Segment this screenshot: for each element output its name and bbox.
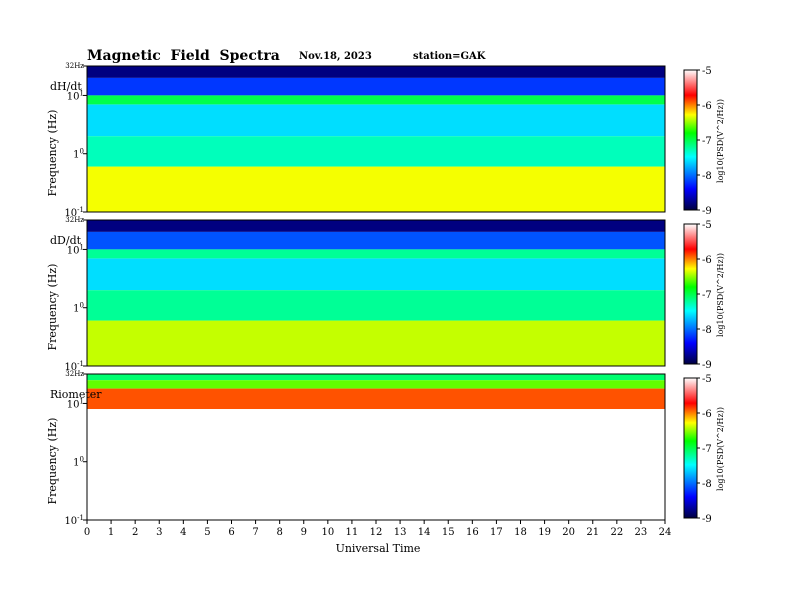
colorbar-tick-label: -6 <box>702 409 712 420</box>
colorbar-tick-label: -8 <box>702 479 712 490</box>
panel-frame <box>86 219 666 367</box>
spectral-band <box>87 220 665 232</box>
spectral-band <box>87 258 665 291</box>
colorbar-tick-label: -9 <box>702 206 712 217</box>
spectral-band <box>87 231 665 250</box>
y-tick-label: 10-1 <box>64 514 84 527</box>
colorbar-tick-label: -9 <box>702 514 712 525</box>
x-tick-label: 21 <box>586 527 599 538</box>
panel-label: dH/dt <box>50 80 82 93</box>
spectral-band <box>87 95 665 105</box>
x-tick-label: 20 <box>562 527 575 538</box>
station-label: station=GAK <box>413 51 486 62</box>
colorbar-tick-label: -5 <box>702 374 712 385</box>
x-tick-label: 17 <box>490 527 503 538</box>
x-tick-label: 16 <box>466 527 479 538</box>
y-tick-label: 10 <box>73 302 84 315</box>
colorbar-gradient <box>683 223 698 365</box>
y-axis-label: Frequency (Hz) <box>46 110 59 197</box>
spectral-band <box>87 388 665 410</box>
spectral-band <box>87 374 665 381</box>
x-tick-label: 2 <box>132 527 138 538</box>
x-tick-label: 1 <box>108 527 114 538</box>
x-tick-label: 22 <box>610 527 623 538</box>
x-tick-label: 5 <box>204 527 210 538</box>
x-tick-label: 0 <box>84 527 90 538</box>
colorbar-label: log10(PSD(V^2/Hz)) <box>716 407 725 491</box>
colorbar: -5 -6 -7 -8 -9 log10(PSD(V^2/Hz)) <box>683 374 725 525</box>
panel-frame <box>86 65 666 213</box>
y-axis-label: Frequency (Hz) <box>46 264 59 351</box>
spectral-band <box>87 104 665 137</box>
x-tick-label: 11 <box>346 527 359 538</box>
spectral-band <box>87 66 665 78</box>
colorbar-gradient <box>683 69 698 211</box>
colorbar: -5 -6 -7 -8 -9 log10(PSD(V^2/Hz)) <box>683 66 725 217</box>
colorbar: -5 -6 -7 -8 -9 log10(PSD(V^2/Hz)) <box>683 220 725 371</box>
x-tick-label: 4 <box>180 527 186 538</box>
spectral-band <box>87 249 665 259</box>
colorbar-label: log10(PSD(V^2/Hz)) <box>716 253 725 337</box>
y-tick-exponent: 0 <box>80 456 84 464</box>
colorbar-tick-label: -5 <box>702 66 712 77</box>
x-tick-label: 15 <box>442 527 455 538</box>
colorbar-tick-label: -6 <box>702 255 712 266</box>
y-tick-label: 32Hz <box>65 370 84 378</box>
x-tick-label: 23 <box>635 527 648 538</box>
y-tick-exponent: -1 <box>77 514 84 522</box>
spectral-band <box>87 136 665 167</box>
y-tick-label: 10 <box>73 148 84 161</box>
y-tick-label: 10 <box>73 456 84 469</box>
spectral-band <box>87 320 665 366</box>
y-tick-exponent: -1 <box>77 360 84 368</box>
spectral-band <box>87 77 665 96</box>
x-tick-label: 18 <box>514 527 527 538</box>
colorbar-gradient <box>683 377 698 519</box>
x-tick-label: 10 <box>321 527 334 538</box>
x-tick-label: 8 <box>276 527 282 538</box>
colorbar-tick-label: -7 <box>702 444 712 455</box>
x-tick-label: 3 <box>156 527 162 538</box>
spectral-band <box>87 380 665 389</box>
x-tick-label: 24 <box>659 527 672 538</box>
colorbar-tick-label: -6 <box>702 101 712 112</box>
x-tick-label: 14 <box>418 527 431 538</box>
x-tick-label: 6 <box>228 527 234 538</box>
y-tick-exponent: 1 <box>80 89 84 97</box>
spectral-band <box>87 166 665 212</box>
figure-title: Magnetic Field Spectra <box>87 48 280 64</box>
y-tick-exponent: 0 <box>80 302 84 310</box>
y-tick-label: 32Hz <box>65 62 84 70</box>
x-tick-label: 19 <box>538 527 551 538</box>
colorbar-tick-label: -7 <box>702 290 712 301</box>
x-tick-label: 9 <box>301 527 307 538</box>
y-tick-exponent: 0 <box>80 148 84 156</box>
colorbar-tick-label: -5 <box>702 220 712 231</box>
x-axis-label: Universal Time <box>336 542 421 555</box>
colorbar-tick-label: -8 <box>702 325 712 336</box>
colorbar-label: log10(PSD(V^2/Hz)) <box>716 99 725 183</box>
x-tick-label: 7 <box>252 527 258 538</box>
colorbar-tick-label: -8 <box>702 171 712 182</box>
y-tick-exponent: 1 <box>80 397 84 405</box>
y-tick-exponent: -1 <box>77 206 84 214</box>
y-tick-exponent: 1 <box>80 243 84 251</box>
x-axis: 0 1 2 3 4 5 6 7 8 9 10 11 12 13 14 15 16 17 18 19 20 21 22 23 24 <box>84 520 672 538</box>
spectral-band <box>87 290 665 321</box>
spectral-band <box>87 409 665 520</box>
y-tick-label: 32Hz <box>65 216 84 224</box>
panel-label: Riometer <box>50 388 102 401</box>
x-tick-label: 13 <box>394 527 407 538</box>
panel-label: dD/dt <box>50 234 82 247</box>
x-tick-label: 12 <box>370 527 383 538</box>
date-label: Nov.18, 2023 <box>299 51 372 62</box>
colorbar-tick-label: -9 <box>702 360 712 371</box>
y-axis-label: Frequency (Hz) <box>46 418 59 505</box>
colorbar-tick-label: -7 <box>702 136 712 147</box>
